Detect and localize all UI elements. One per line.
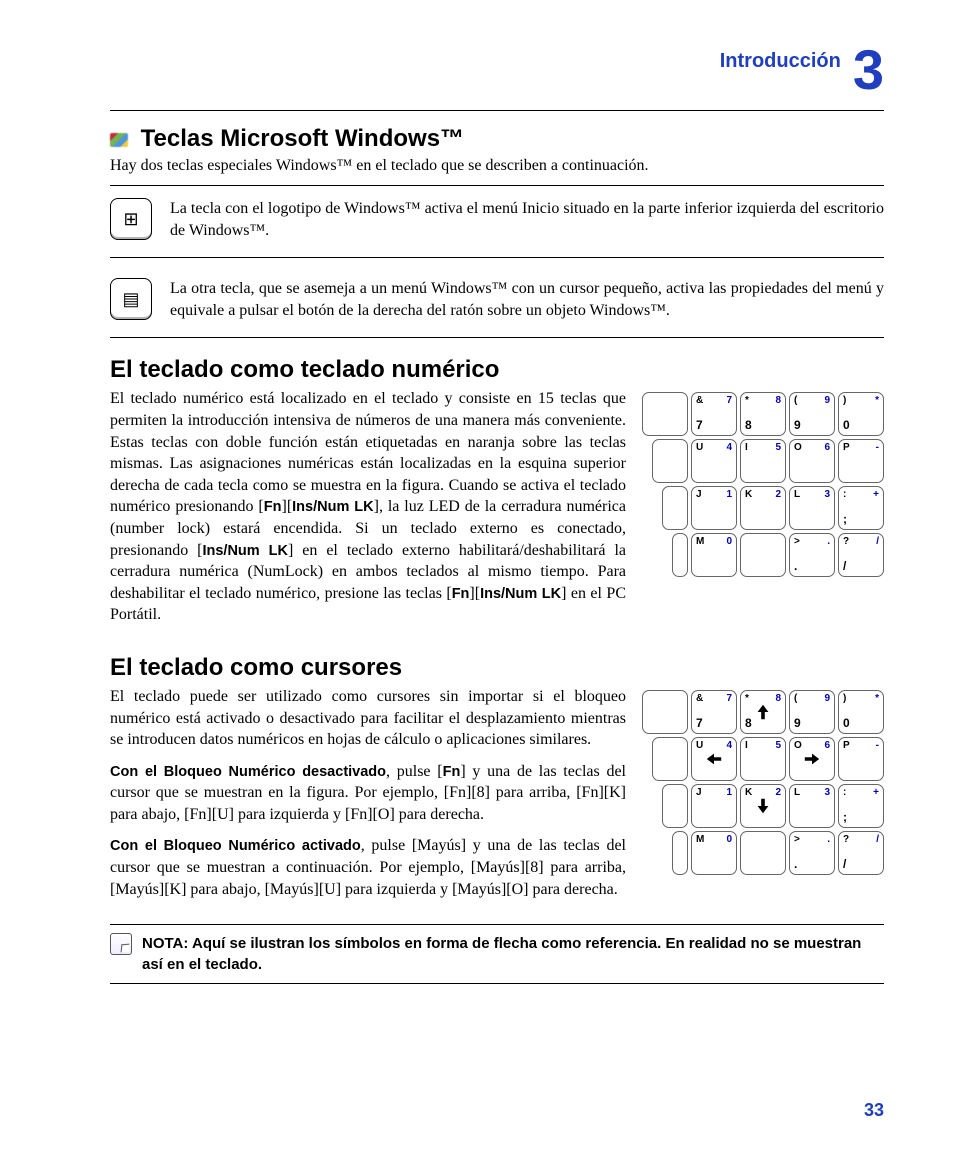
key-blank	[642, 690, 688, 734]
key: P-	[838, 439, 884, 483]
key: ?//	[838, 533, 884, 577]
section-title: Introducción	[720, 50, 841, 72]
key-blank	[652, 737, 688, 781]
windows-key-row-logo: ⊞ La tecla con el logotipo de Windows™ a…	[110, 192, 884, 251]
key: :+;	[838, 784, 884, 828]
key-blank	[652, 439, 688, 483]
menu-key-desc: La otra tecla, que se asemeja a un menú …	[170, 278, 884, 321]
heading-windows-keys: Teclas Microsoft Windows™	[110, 125, 884, 153]
key: J1	[691, 784, 737, 828]
key: O6	[789, 439, 835, 483]
key-blank	[642, 392, 688, 436]
page-number: 33	[864, 1100, 884, 1121]
key: J1	[691, 486, 737, 530]
windows-logo-icon	[110, 133, 128, 147]
key: (99	[789, 690, 835, 734]
key: M0	[691, 533, 737, 577]
key: :+;	[838, 486, 884, 530]
keypad-figure-numeric: &77*88(99)*0 U4I5O6P- J1K2L3:+; M0 >..?//	[642, 392, 884, 577]
header-rule	[110, 110, 884, 111]
key: K2	[740, 784, 786, 828]
key: U4	[691, 439, 737, 483]
key: U4	[691, 737, 737, 781]
key: I5	[740, 439, 786, 483]
heading-windows-keys-text: Teclas Microsoft Windows™	[141, 125, 464, 152]
windows-keys-intro: Hay dos teclas especiales Windows™ en el…	[110, 157, 884, 175]
note-block: NOTA: Aquí se ilustran los símbolos en f…	[110, 924, 884, 984]
note-text: NOTA: Aquí se ilustran los símbolos en f…	[142, 933, 884, 975]
key: (99	[789, 392, 835, 436]
menu-key-icon: ▤	[110, 278, 152, 320]
key: M0	[691, 831, 737, 875]
keypad-figure-cursors: &77*88(99)*0 U4I5O6P- J1K2L3:+; M0 >..?//	[642, 690, 884, 875]
windows-logo-glyph: ⊞	[123, 209, 138, 230]
note-icon	[110, 933, 132, 955]
key: &77	[691, 690, 737, 734]
key: L3	[789, 486, 835, 530]
windows-key-icon: ⊞	[110, 198, 152, 240]
key: &77	[691, 392, 737, 436]
heading-cursor-keypad: El teclado como cursores	[110, 654, 884, 682]
key: ?//	[838, 831, 884, 875]
key: I5	[740, 737, 786, 781]
key: *88	[740, 392, 786, 436]
key-blank	[740, 533, 786, 577]
key-blank	[672, 831, 688, 875]
key: O6	[789, 737, 835, 781]
key: P-	[838, 737, 884, 781]
rule	[110, 185, 884, 186]
rule	[110, 257, 884, 258]
key: )*0	[838, 690, 884, 734]
key-blank	[672, 533, 688, 577]
key: K2	[740, 486, 786, 530]
chapter-number: 3	[853, 38, 884, 101]
rule	[110, 337, 884, 338]
menu-glyph: ▤	[122, 289, 139, 310]
windows-key-desc: La tecla con el logotipo de Windows™ act…	[170, 198, 884, 241]
key-blank	[662, 486, 688, 530]
key: )*0	[838, 392, 884, 436]
windows-key-row-menu: ▤ La otra tecla, que se asemeja a un men…	[110, 272, 884, 331]
key: >..	[789, 831, 835, 875]
key: L3	[789, 784, 835, 828]
key: >..	[789, 533, 835, 577]
running-header: Introducción 3	[110, 42, 884, 98]
heading-numeric-keypad: El teclado como teclado numérico	[110, 356, 884, 384]
key-blank	[662, 784, 688, 828]
key: *88	[740, 690, 786, 734]
key-blank	[740, 831, 786, 875]
